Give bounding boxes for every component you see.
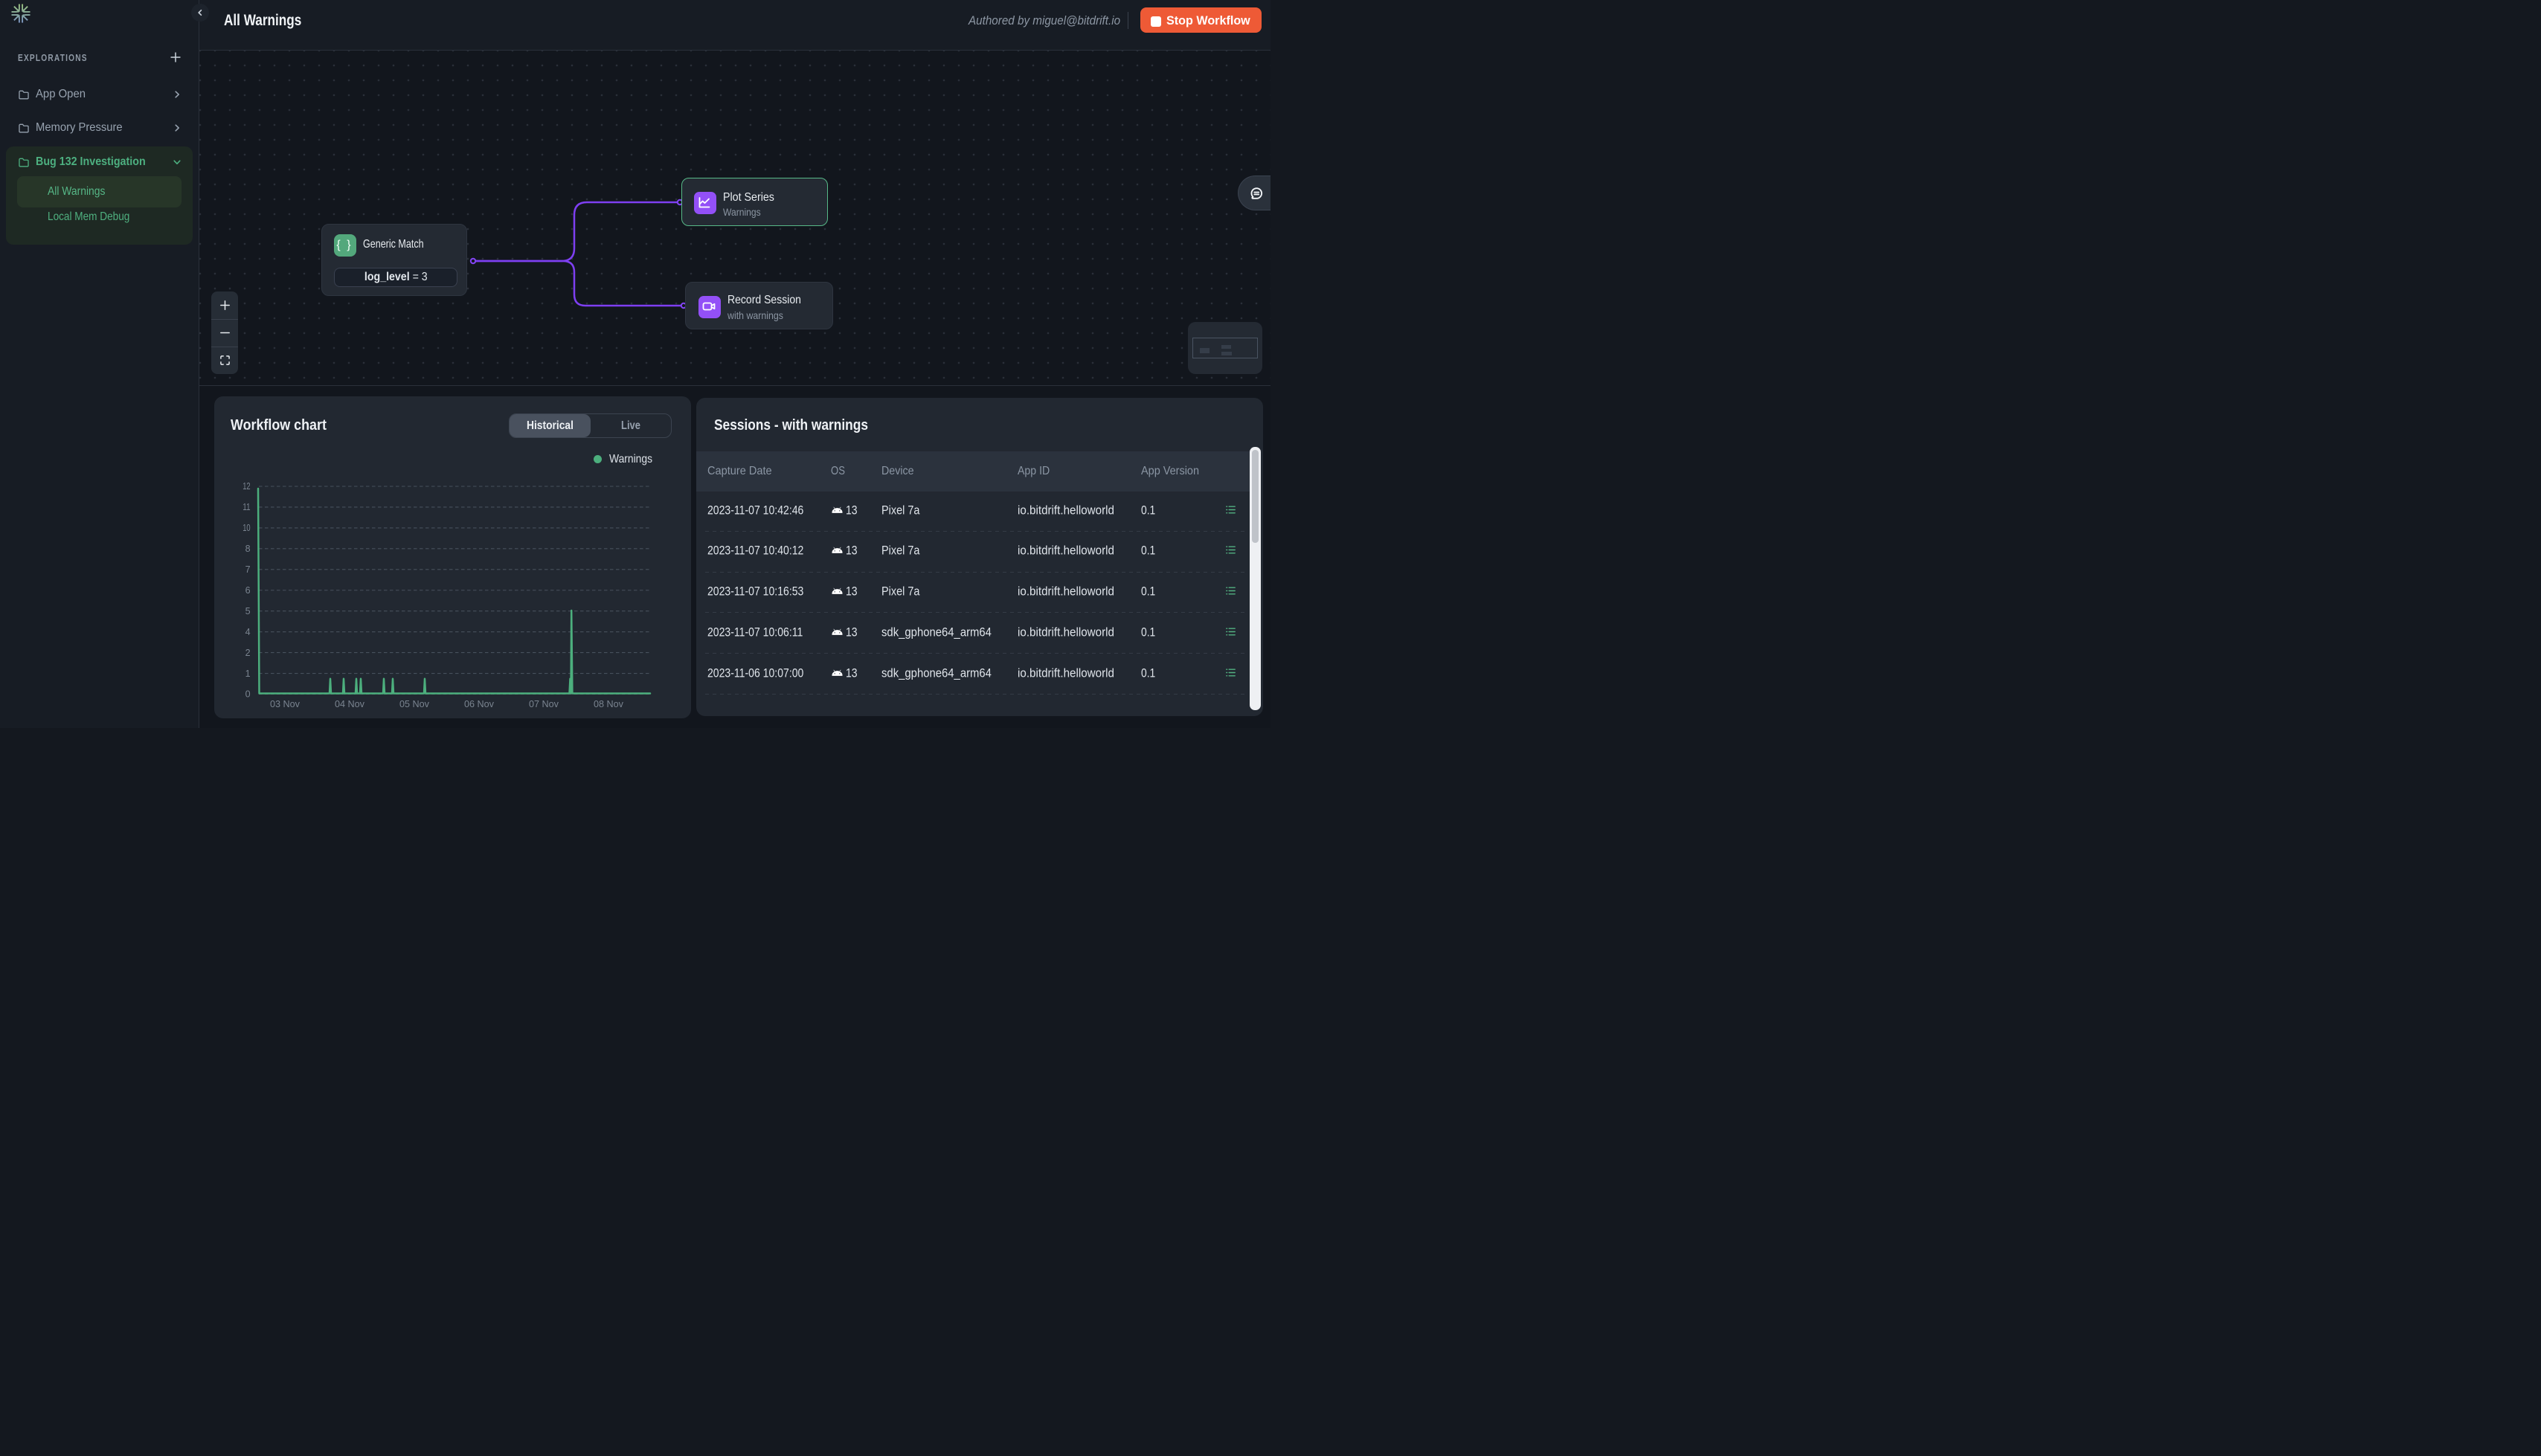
- svg-text:1: 1: [245, 669, 251, 679]
- svg-text:08 Nov: 08 Nov: [594, 698, 623, 709]
- svg-text:04 Nov: 04 Nov: [335, 698, 364, 709]
- svg-text:6: 6: [245, 585, 251, 596]
- svg-text:8: 8: [245, 544, 251, 554]
- svg-text:10: 10: [242, 523, 250, 533]
- svg-text:11: 11: [242, 502, 250, 512]
- svg-text:4: 4: [245, 627, 251, 637]
- svg-text:03 Nov: 03 Nov: [270, 698, 300, 709]
- svg-text:0: 0: [245, 689, 251, 700]
- svg-text:05 Nov: 05 Nov: [399, 698, 429, 709]
- svg-text:7: 7: [245, 564, 251, 575]
- svg-text:12: 12: [242, 481, 250, 492]
- svg-text:07 Nov: 07 Nov: [529, 698, 559, 709]
- svg-text:06 Nov: 06 Nov: [464, 698, 494, 709]
- svg-text:2: 2: [245, 648, 251, 658]
- svg-text:5: 5: [245, 606, 251, 616]
